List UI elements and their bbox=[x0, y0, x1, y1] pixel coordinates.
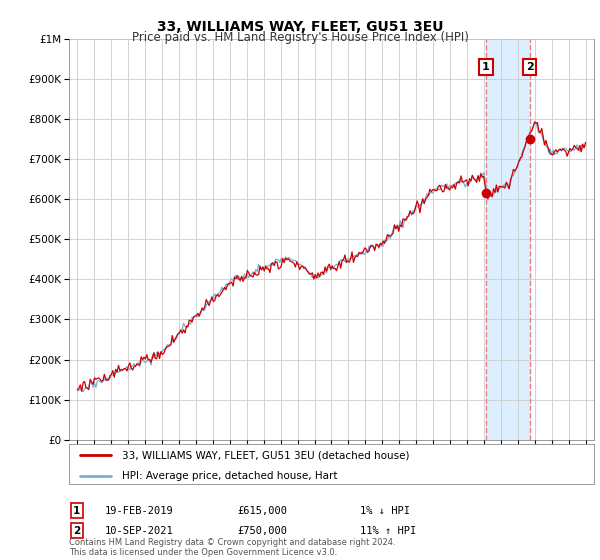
Text: 2: 2 bbox=[73, 526, 80, 536]
Text: HPI: Average price, detached house, Hart: HPI: Average price, detached house, Hart bbox=[121, 470, 337, 480]
Text: 10-SEP-2021: 10-SEP-2021 bbox=[105, 526, 174, 536]
Text: 33, WILLIAMS WAY, FLEET, GU51 3EU (detached house): 33, WILLIAMS WAY, FLEET, GU51 3EU (detac… bbox=[121, 450, 409, 460]
Text: 1% ↓ HPI: 1% ↓ HPI bbox=[360, 506, 410, 516]
Text: £750,000: £750,000 bbox=[237, 526, 287, 536]
Bar bbox=[486, 39, 530, 440]
Text: Price paid vs. HM Land Registry's House Price Index (HPI): Price paid vs. HM Land Registry's House … bbox=[131, 31, 469, 44]
Text: £615,000: £615,000 bbox=[237, 506, 287, 516]
Text: 19-FEB-2019: 19-FEB-2019 bbox=[105, 506, 174, 516]
Text: 11% ↑ HPI: 11% ↑ HPI bbox=[360, 526, 416, 536]
Text: Contains HM Land Registry data © Crown copyright and database right 2024.
This d: Contains HM Land Registry data © Crown c… bbox=[69, 538, 395, 557]
Text: 1: 1 bbox=[482, 62, 490, 72]
Text: 1: 1 bbox=[73, 506, 80, 516]
Text: 2: 2 bbox=[526, 62, 533, 72]
Text: 33, WILLIAMS WAY, FLEET, GU51 3EU: 33, WILLIAMS WAY, FLEET, GU51 3EU bbox=[157, 20, 443, 34]
